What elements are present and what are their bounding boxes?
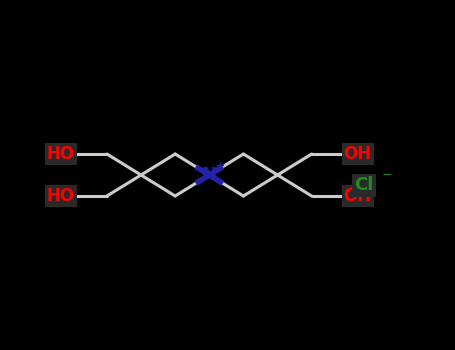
Text: N: N — [202, 166, 217, 184]
Text: OH: OH — [344, 145, 372, 163]
Text: Cl: Cl — [354, 176, 374, 195]
Text: −: − — [381, 169, 392, 182]
Text: OH: OH — [344, 187, 372, 205]
Text: +: + — [216, 161, 225, 171]
Text: HO: HO — [47, 187, 75, 205]
Text: HO: HO — [47, 145, 75, 163]
